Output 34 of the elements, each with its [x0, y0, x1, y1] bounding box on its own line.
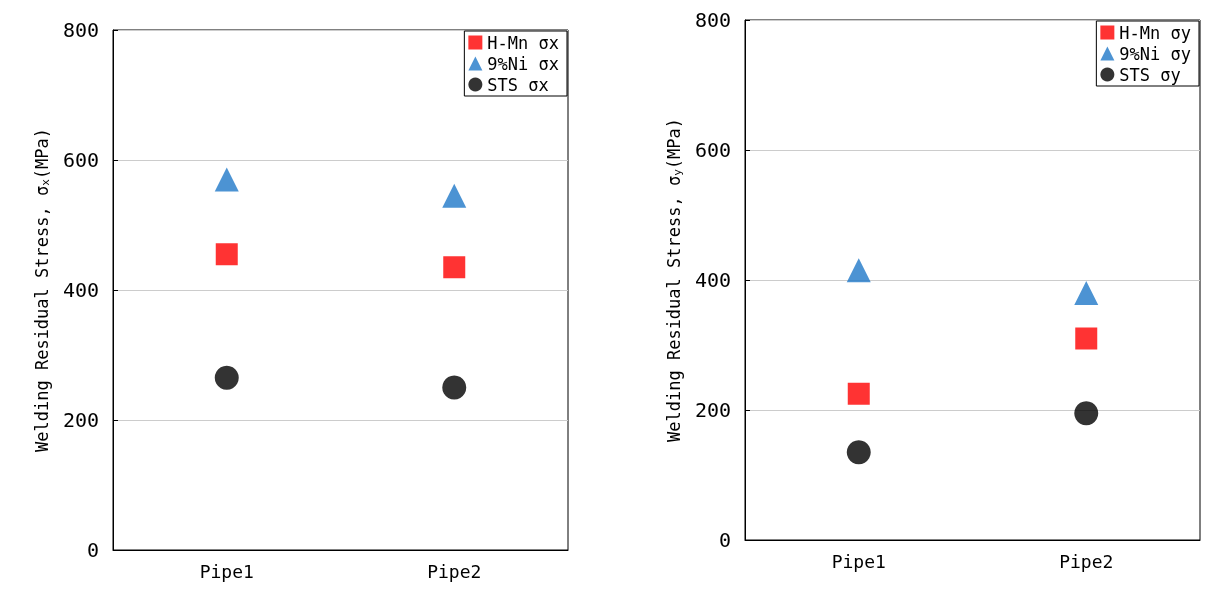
y-tick-label: 600 — [694, 138, 731, 162]
legend-label: 9%Ni σy — [1119, 43, 1192, 64]
point — [214, 365, 239, 390]
legend-label: H-Mn σx — [487, 32, 560, 53]
y-tick-label: 0 — [86, 538, 99, 562]
x-tick-label: Pipe2 — [427, 560, 482, 582]
point — [847, 382, 870, 405]
point — [1074, 401, 1099, 426]
y-tick-label: 800 — [62, 18, 99, 42]
x-tick-label: Pipe1 — [199, 560, 254, 582]
x-tick-label: Pipe1 — [831, 550, 886, 572]
point — [214, 167, 239, 192]
point — [442, 375, 467, 400]
legend-label: STS σy — [1119, 64, 1181, 85]
y-tick-label: 400 — [62, 278, 99, 302]
y-tick-label: 200 — [694, 398, 731, 422]
y-axis-title: Welding Residual Stress, σy(MPa) — [663, 118, 684, 442]
y-tick-label: 400 — [694, 268, 731, 292]
point — [442, 183, 467, 208]
point — [443, 256, 466, 279]
y-tick-label: 200 — [62, 408, 99, 432]
y-tick-label: 800 — [694, 8, 731, 32]
point — [1075, 327, 1098, 350]
y-axis-title: Welding Residual Stress, σx(MPa) — [31, 128, 52, 452]
legend-label: 9%Ni σx — [487, 53, 560, 74]
point — [846, 440, 871, 465]
point — [1074, 281, 1099, 305]
y-tick-label: 600 — [62, 148, 99, 172]
legend-label: STS σx — [487, 74, 549, 95]
point — [846, 258, 871, 283]
point — [215, 243, 238, 266]
x-tick-label: Pipe2 — [1059, 550, 1114, 572]
legend-label: H-Mn σy — [1119, 22, 1192, 43]
y-tick-label: 0 — [718, 528, 731, 552]
